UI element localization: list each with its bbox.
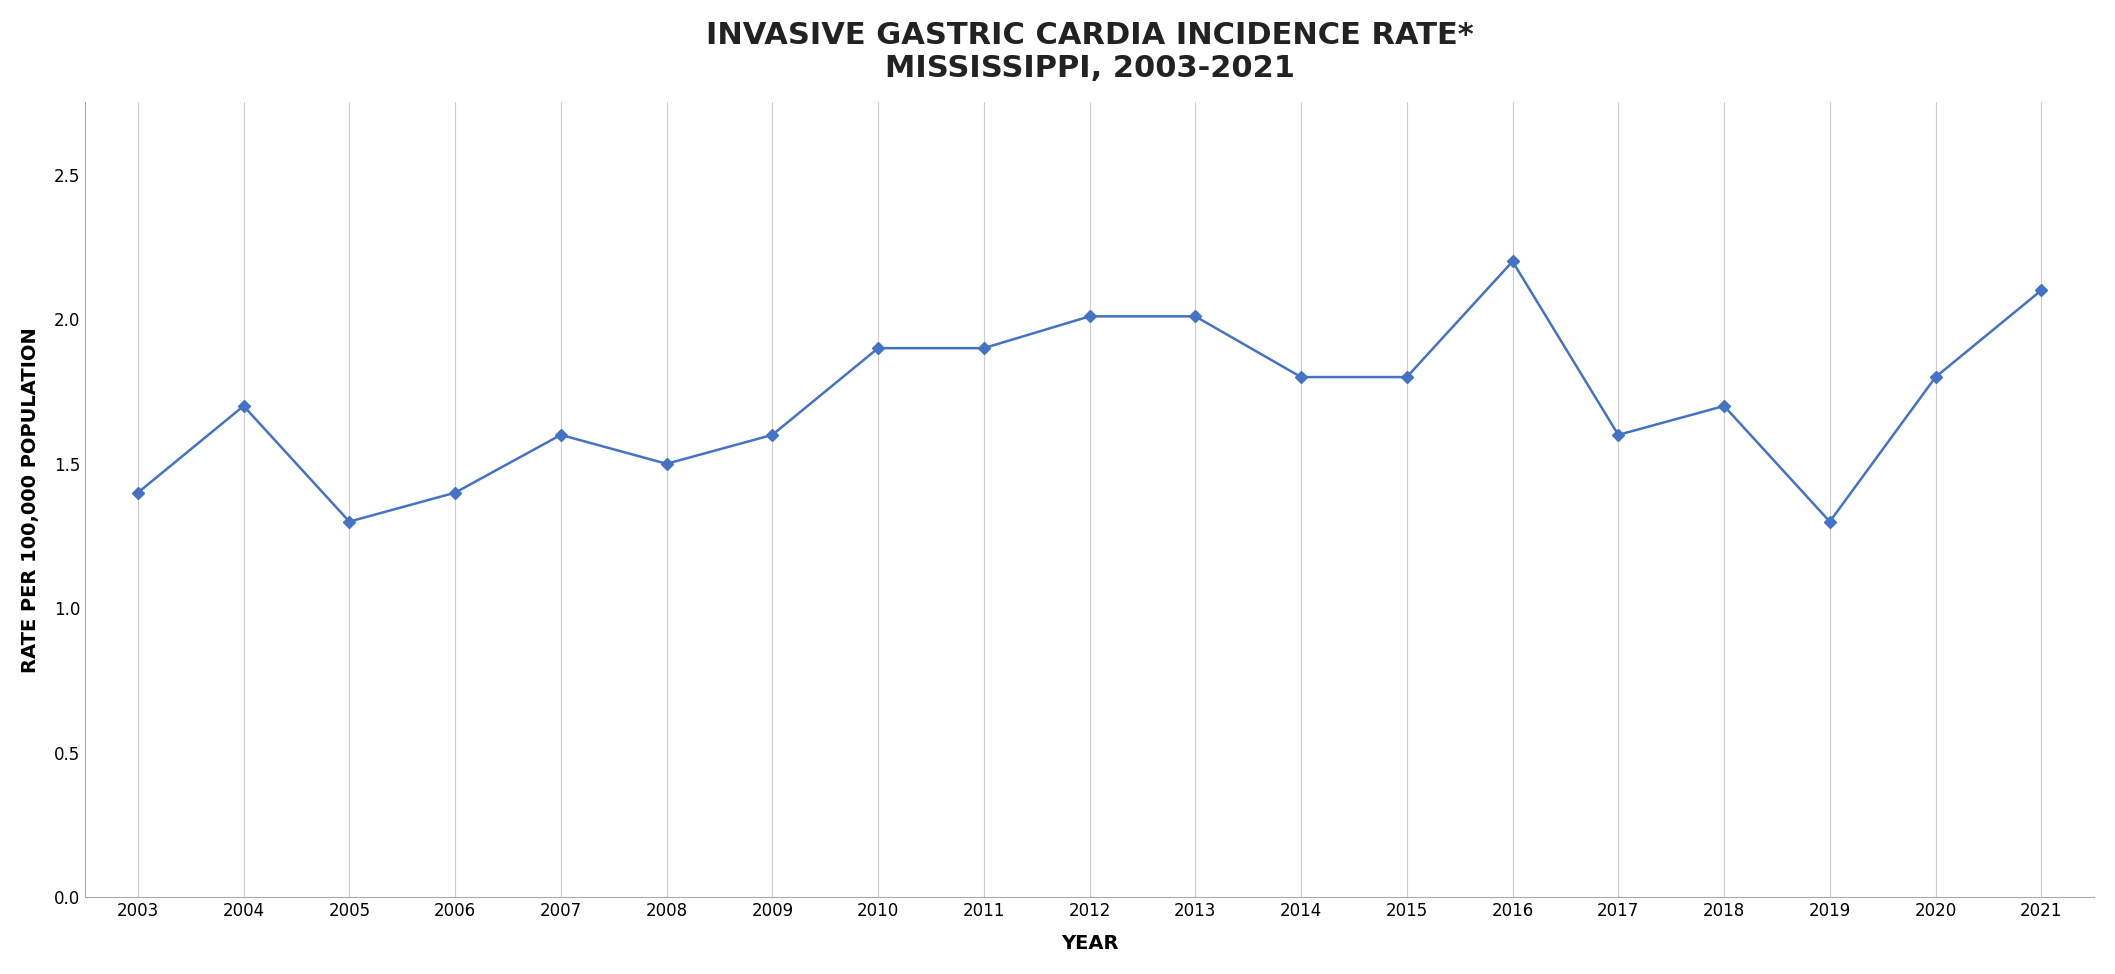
Y-axis label: RATE PER 100,000 POPULATION: RATE PER 100,000 POPULATION [21, 327, 40, 673]
Title: INVASIVE GASTRIC CARDIA INCIDENCE RATE*
MISSISSIPPI, 2003-2021: INVASIVE GASTRIC CARDIA INCIDENCE RATE* … [706, 20, 1474, 84]
X-axis label: YEAR: YEAR [1062, 934, 1119, 954]
